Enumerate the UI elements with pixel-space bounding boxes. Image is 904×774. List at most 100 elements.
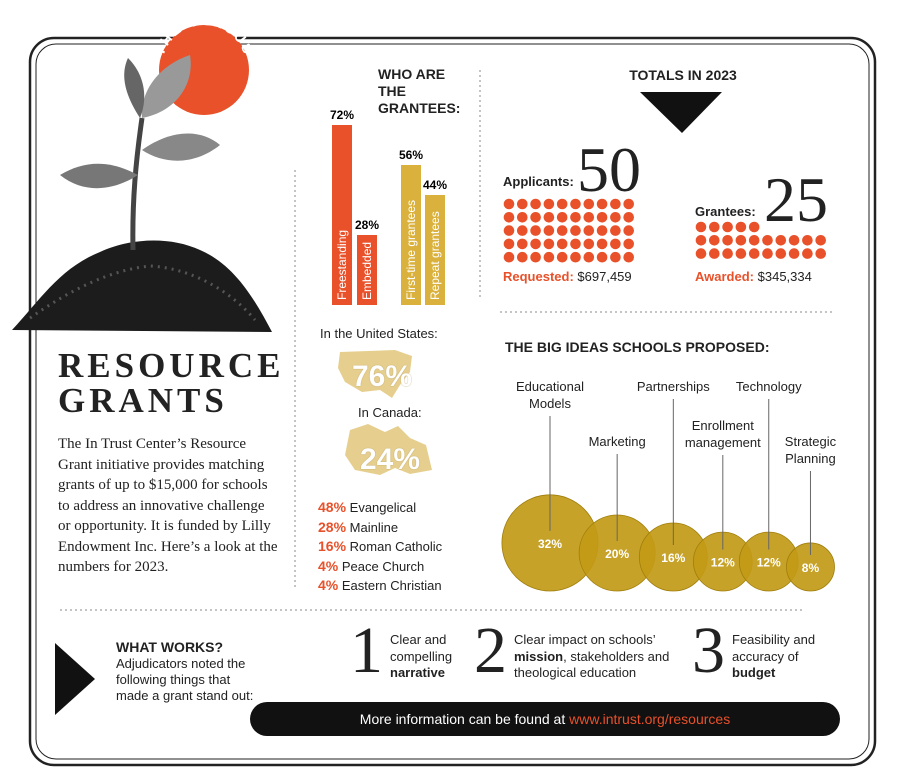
- dot: [815, 248, 826, 259]
- dot: [530, 212, 541, 223]
- plant: [12, 55, 272, 332]
- tradition-share: 28%: [318, 518, 347, 535]
- dot: [762, 248, 773, 259]
- us-label: In the United States:: [320, 326, 438, 341]
- dot: [517, 198, 528, 210]
- dot: [722, 235, 733, 246]
- bar-label: Repeat grantees: [428, 211, 442, 300]
- frame-inner: [35, 43, 870, 760]
- dot: [623, 212, 634, 223]
- item-emphasis: mission: [514, 648, 564, 664]
- requested-amount: $697,459: [577, 269, 632, 284]
- dot: [556, 251, 568, 263]
- dot: [503, 225, 515, 236]
- dot: [775, 235, 787, 246]
- dot: [802, 248, 813, 259]
- frame: [28, 36, 877, 767]
- dot: [530, 251, 541, 263]
- tradition-share: 48%: [318, 499, 347, 515]
- grantees-title: WHO ARE THE GRANTEES:: [378, 66, 461, 116]
- footer: More information can be found at www.int…: [250, 702, 840, 736]
- dot: [709, 235, 720, 246]
- bar-label: Freestanding: [335, 230, 349, 300]
- canada-map: [345, 424, 432, 475]
- dot: [583, 251, 595, 263]
- item-part: Clear impact on schools’: [514, 632, 656, 647]
- dot: [735, 235, 747, 246]
- what-works-title: WHAT WORKS?: [116, 639, 224, 655]
- dot: [503, 198, 515, 210]
- footer-link[interactable]: www.intrust.org/resources: [569, 711, 731, 727]
- dot: [583, 198, 595, 210]
- bubble-label: Educational Models: [516, 379, 584, 411]
- dot: [775, 248, 787, 259]
- title: RESOURCE GRANTS: [58, 346, 285, 420]
- triangle: [640, 92, 722, 133]
- footer-bar: [250, 702, 840, 736]
- requested: Requested: $697,459: [503, 269, 632, 284]
- dot: [815, 235, 826, 246]
- applicants-label: Applicants:: [503, 174, 574, 189]
- us-map: [338, 350, 412, 398]
- canada-share: 24%: [360, 443, 421, 476]
- requested-label: Requested:: [503, 269, 574, 284]
- tradition: 4% Eastern Christian: [318, 576, 442, 596]
- canada-label: In Canada:: [358, 405, 422, 420]
- item-text: Clear and compelling narrative: [390, 632, 470, 682]
- dot: [695, 248, 707, 259]
- item-emphasis: budget: [732, 665, 776, 680]
- dot: [748, 221, 760, 233]
- dot: [623, 251, 634, 263]
- awarded-label: Awarded:: [695, 269, 754, 284]
- dot: [543, 198, 555, 210]
- item-emphasis: narrative: [390, 665, 445, 680]
- big-ideas-title: THE BIG IDEAS SCHOOLS PROPOSED:: [505, 339, 770, 355]
- dot: [503, 212, 515, 223]
- footer-text: More information can be found at: [359, 711, 566, 727]
- intro: The In Trust Center’s Resource Grant ini…: [58, 436, 278, 575]
- bar: [332, 125, 352, 305]
- dot: [722, 248, 733, 259]
- dot: [610, 238, 621, 250]
- dot: [735, 221, 747, 233]
- dot: [556, 212, 568, 223]
- dot: [596, 251, 608, 263]
- dot: [556, 238, 568, 250]
- dot: [570, 251, 581, 263]
- item-text: Clear impact on schools’ mission, stakeh…: [514, 632, 684, 682]
- tradition-name: Roman Catholic: [349, 539, 443, 554]
- bubble-label: Strategic Planning: [784, 434, 837, 466]
- dot: [695, 235, 707, 246]
- item-part: Feasibility and accuracy of: [732, 632, 816, 664]
- tradition-name: Peace Church: [341, 558, 425, 574]
- dot: [517, 251, 528, 263]
- totals-title: TOTALS IN 2023: [629, 67, 737, 83]
- bar-label: Embedded: [360, 242, 374, 300]
- dot: [596, 225, 608, 236]
- dot: [556, 225, 568, 236]
- bubble-label: Enrollment management: [684, 418, 761, 450]
- dot: [623, 225, 634, 236]
- dot: [762, 235, 773, 246]
- dot: [610, 198, 621, 210]
- bubble-value: 20%: [605, 547, 629, 561]
- dot: [623, 198, 634, 210]
- dot: [748, 248, 760, 259]
- dot: [556, 198, 568, 210]
- tradition: 28% Mainline: [318, 518, 442, 538]
- dot: [695, 221, 707, 233]
- grantees-label: Grantees:: [695, 204, 756, 219]
- dot: [596, 238, 608, 250]
- dot: [709, 221, 720, 233]
- bubble-value: 8%: [802, 561, 820, 575]
- item-number: 2: [474, 614, 507, 687]
- tradition-share: 4%: [318, 557, 339, 574]
- bubble-value: 32%: [538, 537, 562, 551]
- dot: [517, 238, 528, 250]
- tradition-name: Evangelical: [349, 500, 417, 515]
- bar: [357, 235, 377, 305]
- dot: [570, 238, 581, 250]
- dot: [570, 198, 581, 210]
- bubble-label: Partnerships: [636, 379, 710, 394]
